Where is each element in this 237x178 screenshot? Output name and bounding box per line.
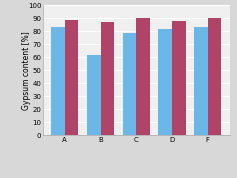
Bar xyxy=(100,22,114,135)
Bar xyxy=(136,18,150,135)
Bar xyxy=(65,20,78,135)
Y-axis label: Gypsum content [%]: Gypsum content [%] xyxy=(22,31,31,110)
Bar xyxy=(194,27,208,135)
Bar xyxy=(172,21,186,135)
Bar xyxy=(208,18,221,135)
Bar xyxy=(123,33,136,135)
Bar xyxy=(51,27,65,135)
Bar xyxy=(159,29,172,135)
Bar xyxy=(87,55,100,135)
